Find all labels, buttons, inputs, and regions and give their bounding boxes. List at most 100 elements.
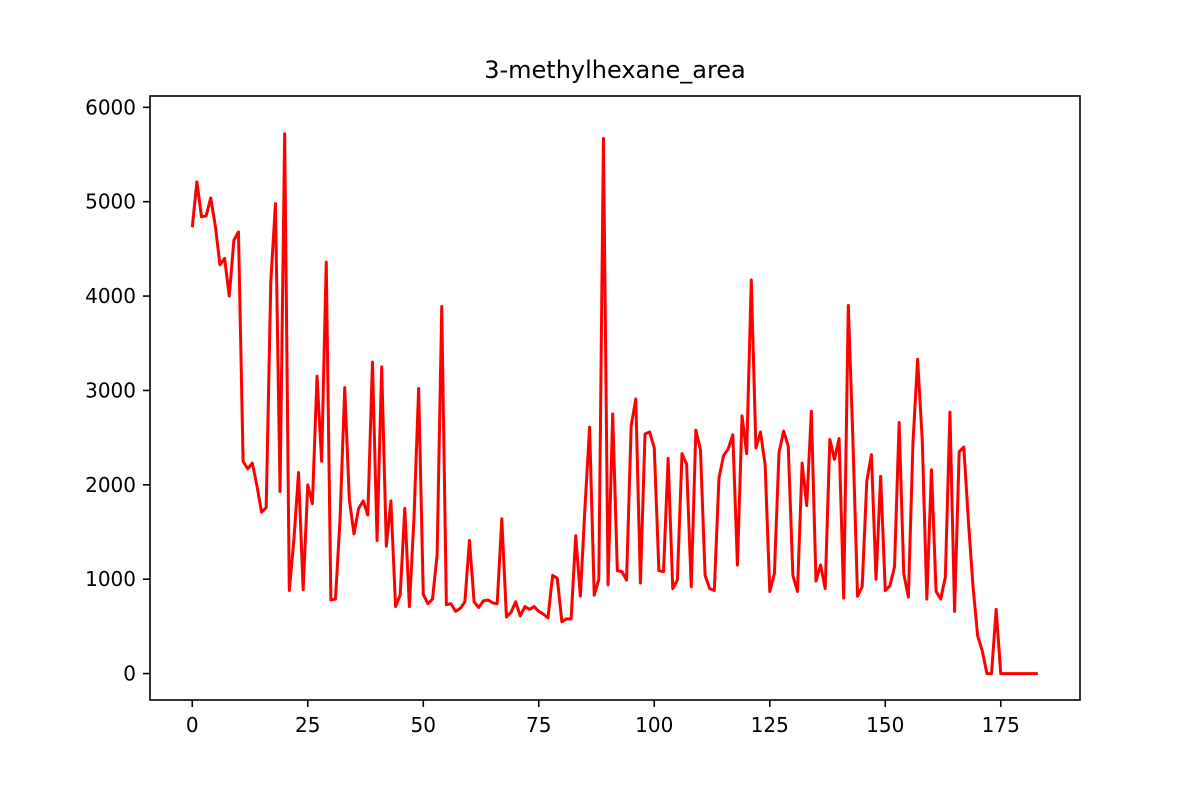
data-point [663,571,665,573]
series-line-0 [190,132,1038,676]
data-point [450,603,452,605]
data-point [667,457,669,459]
data-point [801,462,803,464]
data-point [769,590,771,592]
data-point [787,445,789,447]
data-point [736,564,738,566]
data-point [653,447,655,449]
data-point [371,361,373,363]
data-point [1014,673,1016,675]
data-point [958,451,960,453]
data-point [321,460,323,462]
data-point [459,607,461,609]
data-point [538,610,540,612]
data-point [866,480,868,482]
data-point [496,603,498,605]
data-point [311,503,313,505]
data-point [265,506,267,508]
data-point [1018,673,1020,675]
axes-frame [149,95,1081,701]
data-point [880,475,882,477]
data-point [912,441,914,443]
data-point [478,607,480,609]
data-point [783,430,785,432]
data-point [515,601,517,603]
data-point [247,468,249,470]
data-point [473,601,475,603]
x-tick-label: 100 [635,713,673,737]
data-point [713,590,715,592]
data-point [778,452,780,454]
data-point [201,216,203,218]
data-point [455,610,457,612]
data-point [857,595,859,597]
data-point [824,588,826,590]
data-point [616,570,618,572]
series-points-0 [191,133,1039,675]
chart-title: 3-methylhexane_area [484,56,746,84]
data-point [251,462,253,464]
data-point [556,577,558,579]
data-point [339,517,341,519]
data-point [547,617,549,619]
data-point [681,453,683,455]
data-point [630,425,632,427]
data-point [210,197,212,199]
data-point [602,137,604,139]
data-point [889,585,891,587]
data-point [954,610,956,612]
data-point [395,606,397,608]
data-point [565,618,567,620]
data-point [270,281,272,283]
data-point [644,433,646,435]
data-point [884,590,886,592]
data-point [894,566,896,568]
data-point [1000,673,1002,675]
data-point [935,590,937,592]
data-point [991,673,993,675]
data-point [727,448,729,450]
data-point [344,387,346,389]
data-point [829,439,831,441]
data-point [949,411,951,413]
data-point [699,449,701,451]
data-point [898,422,900,424]
x-tick-label: 75 [526,713,551,737]
data-point [482,600,484,602]
data-point [852,439,854,441]
data-point [833,458,835,460]
data-point [348,499,350,501]
x-tick-label: 25 [295,713,320,737]
data-point [741,415,743,417]
data-point [917,358,919,360]
data-point [639,582,641,584]
data-point [367,514,369,516]
data-point [792,574,794,576]
data-point [279,490,281,492]
data-point [690,586,692,588]
data-point [242,460,244,462]
data-point [963,446,965,448]
data-point [875,578,877,580]
data-point [676,579,678,581]
data-point [838,438,840,440]
data-point [612,413,614,415]
data-point [921,439,923,441]
data-point [750,279,752,281]
x-tick-label: 125 [751,713,789,737]
data-point [1023,673,1025,675]
data-point [1009,673,1011,675]
y-tick-label: 6000 [85,95,136,119]
x-axis: 0 25 50 75 100 125 150 175 [186,700,1020,737]
data-point [810,410,812,412]
y-tick-label: 3000 [85,378,136,402]
data-point [926,598,928,600]
data-point [533,606,535,608]
data-point [686,463,688,465]
data-point [977,635,979,637]
data-point [589,426,591,428]
data-point [492,602,494,604]
data-point [944,576,946,578]
data-point [228,295,230,297]
